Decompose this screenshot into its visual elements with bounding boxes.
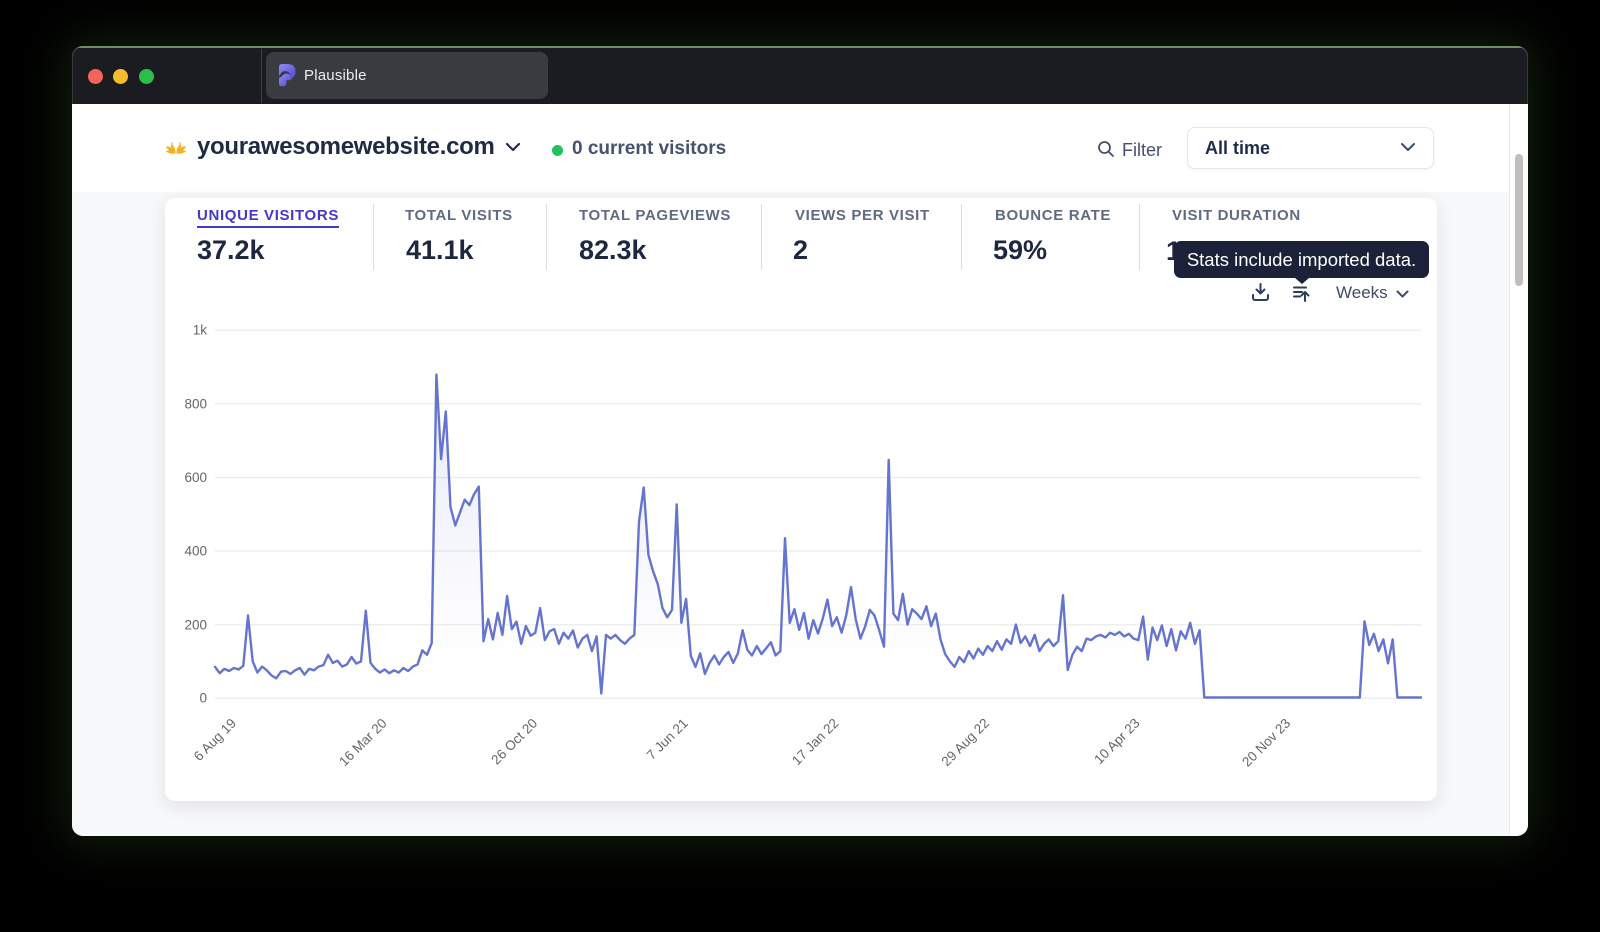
svg-text:7 Jun 21: 7 Jun 21 [644,716,691,763]
svg-text:6 Aug 19: 6 Aug 19 [191,716,239,764]
svg-text:600: 600 [184,470,207,485]
svg-text:200: 200 [184,617,207,632]
svg-text:1k: 1k [193,323,208,338]
svg-text:29 Aug 22: 29 Aug 22 [939,716,993,770]
svg-text:16 Mar 20: 16 Mar 20 [336,716,390,770]
svg-text:10 Apr 23: 10 Apr 23 [1091,716,1142,767]
svg-text:26 Oct 20: 26 Oct 20 [488,716,540,768]
svg-text:17 Jan 22: 17 Jan 22 [789,716,842,769]
svg-text:800: 800 [184,396,207,411]
svg-text:0: 0 [199,691,207,706]
svg-text:20 Nov 23: 20 Nov 23 [1239,716,1293,770]
svg-text:400: 400 [184,544,207,559]
